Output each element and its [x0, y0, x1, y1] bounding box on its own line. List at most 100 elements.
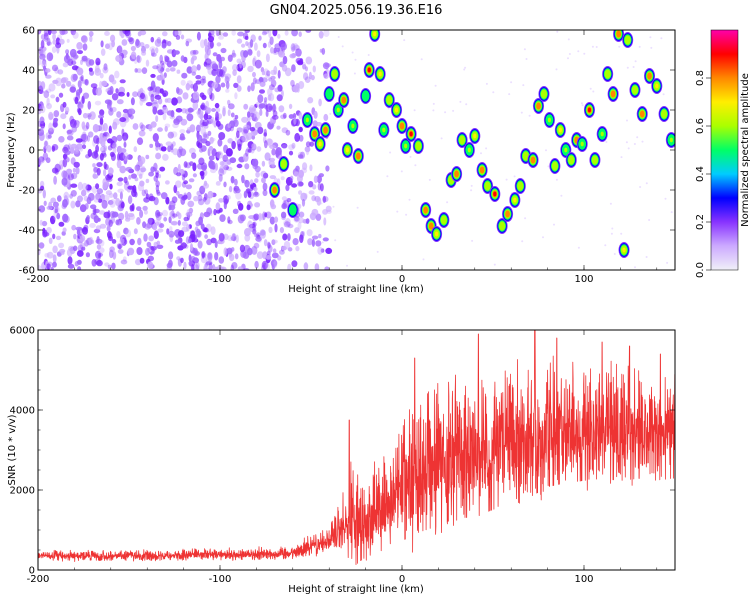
- spectrogram-noise-cell: [193, 264, 200, 270]
- y-tick-label: -40: [19, 226, 35, 237]
- spectrogram-noise-cell: [265, 255, 272, 260]
- spectrogram-y-ticks: -60 -40 -20 0 20 40 60: [19, 26, 675, 277]
- spectrogram-noise-cell: [119, 165, 126, 174]
- spectrogram-noise-cell: [40, 125, 45, 131]
- spectrogram-feature: [549, 158, 561, 174]
- spectrogram-noise-cell: [63, 215, 70, 223]
- spectrogram-noise-cell: [50, 94, 56, 99]
- spectrogram-noise-cell: [216, 68, 224, 77]
- spectrogram-noise-cell: [60, 113, 67, 120]
- spectrogram-noise-cell: [243, 152, 249, 162]
- spectrogram-noise-cell: [61, 177, 68, 186]
- spectrogram-noise-cell: [196, 31, 201, 41]
- spectrogram-noise-cell: [273, 260, 278, 268]
- spectrogram-noise-cell: [181, 195, 187, 201]
- spectrogram-noise-cell: [76, 229, 81, 236]
- spectrogram-noise-cell: [152, 65, 159, 70]
- spectrogram-noise-cell: [285, 218, 291, 227]
- spectrogram-noise-cell: [38, 57, 42, 66]
- spectrogram-noise-cell: [271, 239, 276, 246]
- spectrogram-noise-cell: [215, 107, 221, 113]
- spectrogram-noise-cell: [110, 151, 115, 158]
- spectrogram-noise-cell: [129, 114, 134, 120]
- spectrogram-noise-cell: [96, 162, 103, 168]
- spectrogram-noise-cell: [116, 45, 123, 54]
- spectrogram-noise-cell: [227, 138, 233, 144]
- spectrogram-noise-cell: [230, 264, 234, 270]
- spectrogram-noise-cell: [71, 60, 77, 65]
- spectrogram-feature: [629, 82, 641, 98]
- spectrogram-noise-cell: [626, 119, 628, 122]
- spectrogram-noise-cell: [387, 107, 390, 110]
- spectrogram-noise-cell: [55, 42, 62, 49]
- spectrogram-noise-cell: [98, 252, 102, 260]
- spectrogram-noise-cell: [611, 227, 614, 230]
- spectrogram-noise-cell: [253, 186, 258, 192]
- spectrogram-noise-cell: [176, 96, 183, 104]
- spectrogram-noise-cell: [234, 92, 238, 100]
- spectrogram-noise-cell: [185, 83, 191, 91]
- spectrogram-noise-cell: [627, 147, 630, 150]
- spectrogram-noise-cell: [175, 35, 181, 40]
- spectrogram-noise-cell: [186, 113, 194, 122]
- spectrogram-noise-cell: [170, 110, 175, 118]
- colorbar-tick-label: 0.0: [695, 262, 706, 278]
- spectrogram-noise-cell: [126, 108, 132, 115]
- spectrogram-noise-cell: [223, 233, 229, 240]
- spectrogram-noise-cell: [81, 121, 86, 130]
- spectrogram-noise-cell: [160, 75, 166, 81]
- spectrogram-noise-cell: [82, 140, 86, 145]
- spectrogram-noise-cell: [62, 101, 67, 108]
- spectrogram-noise-cell: [164, 125, 168, 132]
- spectrogram-noise-cell: [125, 229, 132, 238]
- spectrogram-noise-cell: [95, 144, 99, 153]
- spectrogram-noise-cell: [133, 228, 138, 235]
- spectrogram-noise-cell: [288, 150, 294, 156]
- spectrogram-noise-cell: [183, 161, 188, 168]
- spectrogram-noise-cell: [234, 253, 239, 260]
- spectrogram-noise-cell: [252, 222, 256, 231]
- spectrogram-noise-cell: [169, 211, 173, 218]
- spectrogram-noise-cell: [115, 198, 121, 207]
- spectrogram-noise-cell: [308, 190, 315, 195]
- spectrogram-noise-cell: [261, 70, 266, 76]
- spectrogram-noise-cell: [650, 46, 653, 49]
- spectrogram-feature: [509, 192, 521, 208]
- spectrogram-noise-cell: [262, 42, 267, 49]
- spectrogram-noise-cell: [145, 154, 150, 160]
- spectrogram-noise-cell: [324, 266, 330, 270]
- spectrogram-noise-cell: [65, 80, 72, 87]
- spectrogram-noise-cell: [215, 162, 218, 171]
- spectrogram-noise-cell: [227, 109, 231, 117]
- spectrogram-noise-cell: [176, 69, 181, 74]
- spectrogram-noise-cell: [260, 170, 267, 178]
- spectrogram-noise-cell: [186, 209, 191, 216]
- spectrogram-noise-cell: [82, 112, 88, 119]
- spectrogram-noise-cell: [197, 134, 203, 142]
- spectrogram-noise-cell: [210, 226, 216, 236]
- spectrogram-noise-cell: [288, 114, 295, 119]
- spectrogram-noise-cell: [95, 238, 103, 244]
- spectrogram-noise-cell: [118, 244, 122, 250]
- spectrogram-noise-cell: [172, 213, 178, 218]
- spectrogram-noise-cell: [233, 82, 239, 88]
- spectrogram-noise-cell: [61, 83, 66, 89]
- spectrogram-noise-cell: [79, 235, 86, 242]
- spectrogram-noise-cell: [203, 113, 209, 120]
- spectrogram-noise-cell: [265, 263, 270, 270]
- spectrogram-noise-cell: [109, 183, 113, 190]
- spectrogram-noise-cell: [117, 249, 124, 254]
- spectrogram-noise-cell: [232, 49, 236, 57]
- spectrogram-noise-cell: [182, 92, 189, 100]
- spectrogram-noise-cell: [131, 188, 137, 198]
- spectrogram-feature: [405, 126, 417, 142]
- spectrogram-noise-cell: [116, 134, 123, 142]
- spectrogram-noise-cell: [243, 50, 249, 58]
- spectrogram-noise-cell: [57, 69, 64, 75]
- spectrogram-noise-cell: [634, 60, 637, 63]
- spectrogram-noise-cell: [285, 184, 290, 192]
- spectrogram-noise-cell: [104, 31, 110, 36]
- spectrogram-noise-cell: [52, 39, 57, 45]
- spectrogram-noise-cell: [235, 234, 239, 243]
- spectrogram-noise-cell: [249, 108, 256, 115]
